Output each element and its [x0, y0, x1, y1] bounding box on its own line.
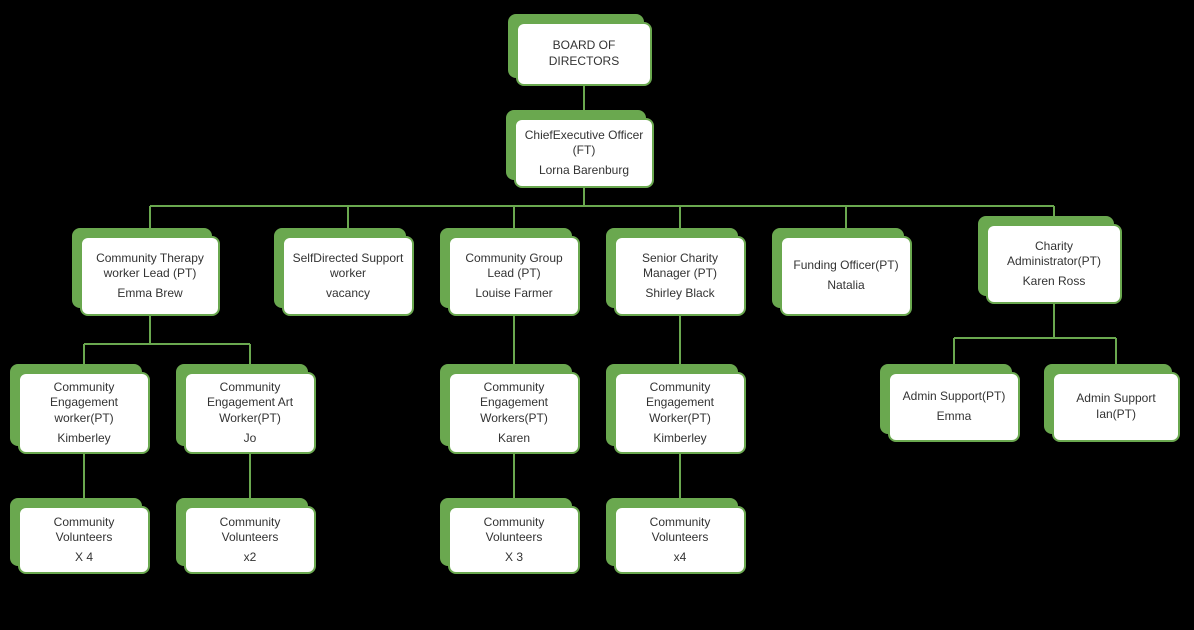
node-box: Community Volunteers X 3 — [448, 506, 580, 574]
node-name: Natalia — [827, 278, 864, 294]
node-title: Community Engagement Workers(PT) — [454, 380, 574, 427]
node-title: Community Volunteers — [454, 515, 574, 546]
node-box: Admin Support(PT) Emma — [888, 372, 1020, 442]
node-name: Jo — [244, 431, 257, 447]
node-box: Community Engagement Workers(PT) Karen — [448, 372, 580, 454]
node-title: Community Volunteers — [620, 515, 740, 546]
node-name: X 4 — [75, 550, 93, 566]
node-name: Emma Brew — [117, 286, 182, 302]
node-title: Senior Charity Manager (PT) — [620, 251, 740, 282]
node-box: Community Volunteers x2 — [184, 506, 316, 574]
node-name: Emma — [937, 409, 972, 425]
node-box: Community Group Lead (PT) Louise Farmer — [448, 236, 580, 316]
node-box: Admin Support Ian(PT) — [1052, 372, 1180, 442]
node-title: Community Engagement Art Worker(PT) — [190, 380, 310, 427]
node-name: Kimberley — [653, 431, 706, 447]
node-name: vacancy — [326, 286, 370, 302]
node-box: Community Volunteers X 4 — [18, 506, 150, 574]
node-name: Karen Ross — [1023, 274, 1086, 290]
node-title: SelfDirected Support worker — [288, 251, 408, 282]
node-title: Community Engagement Worker(PT) — [620, 380, 740, 427]
node-name: x2 — [244, 550, 257, 566]
node-title: Community Volunteers — [190, 515, 310, 546]
node-title: Funding Officer(PT) — [793, 258, 898, 274]
node-name: Louise Farmer — [475, 286, 552, 302]
node-box: Charity Administrator(PT) Karen Ross — [986, 224, 1122, 304]
node-title: Charity Administrator(PT) — [992, 239, 1116, 270]
node-box: Community Therapy worker Lead (PT) Emma B… — [80, 236, 220, 316]
node-box: BOARD OF DIRECTORS — [516, 22, 652, 86]
node-title: Community Volunteers — [24, 515, 144, 546]
node-title: ChiefExecutive Officer (FT) — [520, 128, 648, 159]
node-title: Admin Support Ian(PT) — [1058, 391, 1174, 422]
node-box: ChiefExecutive Officer (FT) Lorna Barenbu… — [514, 118, 654, 188]
node-title: BOARD OF DIRECTORS — [522, 38, 646, 69]
node-box: Community Engagement worker(PT) Kimberley — [18, 372, 150, 454]
node-box: Senior Charity Manager (PT) Shirley Black — [614, 236, 746, 316]
node-box: Funding Officer(PT) Natalia — [780, 236, 912, 316]
node-box: Community Engagement Art Worker(PT) Jo — [184, 372, 316, 454]
node-box: Community Volunteers x4 — [614, 506, 746, 574]
node-name: Lorna Barenburg — [539, 163, 629, 179]
node-title: Community Engagement worker(PT) — [24, 380, 144, 427]
node-box: Community Engagement Worker(PT) Kimberley — [614, 372, 746, 454]
node-name: Karen — [498, 431, 530, 447]
node-title: Admin Support(PT) — [903, 389, 1006, 405]
node-name: Shirley Black — [645, 286, 714, 302]
node-name: x4 — [674, 550, 687, 566]
node-box: SelfDirected Support worker vacancy — [282, 236, 414, 316]
node-name: Kimberley — [57, 431, 110, 447]
node-title: Community Therapy worker Lead (PT) — [86, 251, 214, 282]
node-name: X 3 — [505, 550, 523, 566]
node-title: Community Group Lead (PT) — [454, 251, 574, 282]
